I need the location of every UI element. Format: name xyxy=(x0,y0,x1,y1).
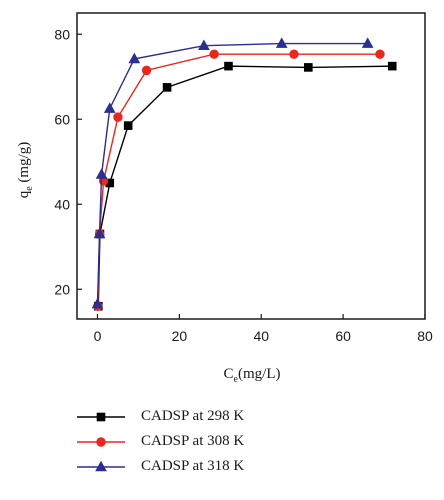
legend-swatch-318 xyxy=(77,460,125,471)
y-axis-label-sub: e xyxy=(24,186,35,191)
x-axis-ticks: 0 20 40 60 80 xyxy=(94,314,433,344)
series-308 xyxy=(93,49,385,311)
legend-marker-298 xyxy=(96,412,106,421)
legend: CADSP at 298 K CADSP at 308 K CADSP at 3… xyxy=(75,404,375,479)
data-point-318 xyxy=(95,168,108,179)
series-line-318 xyxy=(96,42,368,305)
x-tick-label: 60 xyxy=(335,328,351,344)
plot-frame xyxy=(76,12,426,320)
series-line-298 xyxy=(97,65,393,307)
x-tick-label: 20 xyxy=(172,328,188,344)
y-axis-ticks: 20 40 60 80 xyxy=(54,26,82,297)
data-point-308 xyxy=(375,49,385,59)
y-axis-label-unit: (mg/g) xyxy=(16,142,32,187)
legend-swatch-308 xyxy=(77,436,125,447)
data-point-308 xyxy=(113,112,123,122)
y-tick-label: 60 xyxy=(54,111,70,127)
legend-item-298: CADSP at 298 K xyxy=(75,404,375,429)
x-axis-label-main: C xyxy=(224,366,234,382)
legend-label-298: CADSP at 298 K xyxy=(141,408,245,424)
legend-item-318: CADSP at 318 K xyxy=(75,454,375,479)
data-point-318 xyxy=(93,227,106,239)
legend-marker-308 xyxy=(96,436,106,447)
legend-marker-318 xyxy=(95,460,107,471)
series-group xyxy=(91,37,397,311)
x-tick-label: 80 xyxy=(417,328,433,344)
y-tick-label: 80 xyxy=(54,26,70,42)
legend-label-308: CADSP at 308 K xyxy=(141,433,245,449)
data-point-318 xyxy=(103,102,116,113)
data-point-318 xyxy=(198,39,210,51)
data-point-298 xyxy=(224,61,233,71)
data-point-298 xyxy=(162,83,172,92)
x-tick-label: 0 xyxy=(94,328,102,344)
data-point-308 xyxy=(209,49,219,59)
y-axis-label-main: q xyxy=(16,190,32,198)
data-point-308 xyxy=(289,49,299,59)
series-line-308 xyxy=(97,53,380,307)
series-318 xyxy=(91,37,374,309)
y-tick-label: 20 xyxy=(54,281,70,297)
data-point-318 xyxy=(361,37,374,48)
legend-item-308: CADSP at 308 K xyxy=(75,429,375,454)
data-point-298 xyxy=(304,63,313,72)
legend-swatch-298 xyxy=(77,412,125,421)
data-point-318 xyxy=(91,297,104,309)
x-axis-label: Ce(mg/L) xyxy=(224,366,281,385)
data-point-318 xyxy=(128,52,141,64)
data-point-298 xyxy=(387,61,397,71)
series-298 xyxy=(93,61,397,311)
x-axis-label-sub: e xyxy=(234,374,239,385)
y-tick-label: 40 xyxy=(54,196,70,212)
data-point-298 xyxy=(123,121,133,130)
data-point-318 xyxy=(275,37,288,48)
x-axis-label-unit: (mg/L) xyxy=(238,366,281,382)
x-tick-label: 40 xyxy=(253,328,269,344)
data-point-308 xyxy=(141,65,152,76)
legend-label-318: CADSP at 318 K xyxy=(141,458,245,474)
y-axis-label: qe (mg/g) xyxy=(16,142,35,199)
